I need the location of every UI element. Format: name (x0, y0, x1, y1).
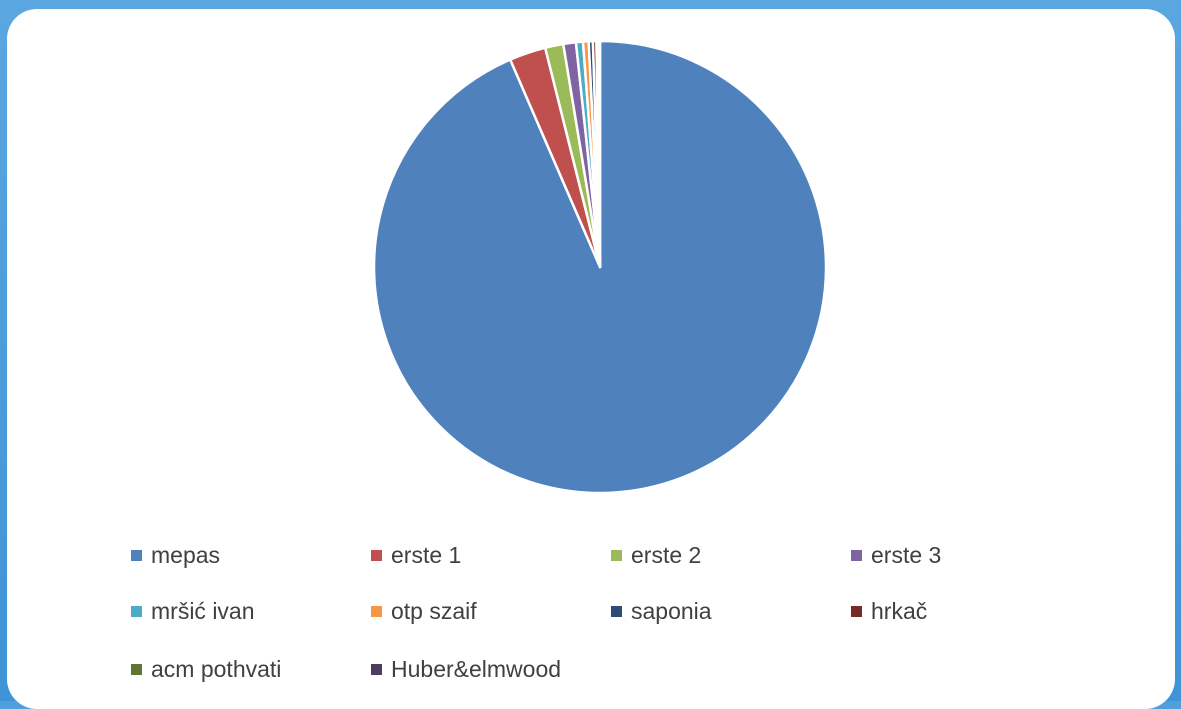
legend-swatch-icon (611, 605, 622, 617)
legend-swatch-icon (131, 549, 142, 561)
legend-item: mepas (131, 540, 220, 570)
legend-label: otp szaif (391, 598, 477, 624)
legend-item: acm pothvati (131, 654, 281, 684)
legend-item: erste 1 (371, 540, 461, 570)
legend-label: hrkač (871, 598, 928, 624)
legend-item: erste 3 (851, 540, 941, 570)
legend-label: Huber&elmwood (391, 656, 562, 682)
legend-item: otp szaif (371, 596, 477, 626)
legend-swatch-icon (851, 605, 862, 617)
legend-label: erste 3 (871, 542, 942, 568)
pie-slice-huber-elmwood (597, 39, 602, 269)
legend-item: erste 2 (611, 540, 701, 570)
legend-item: mršić ivan (131, 596, 255, 626)
legend-item: hrkač (851, 596, 927, 626)
legend-label: saponia (631, 598, 712, 624)
legend-swatch-icon (371, 663, 382, 675)
legend-swatch-icon (371, 605, 382, 617)
legend-item: saponia (611, 596, 712, 626)
legend-label: mršić ivan (151, 598, 255, 624)
legend-label: erste 2 (631, 542, 702, 568)
legend-swatch-icon (611, 549, 622, 561)
legend-label: mepas (151, 542, 221, 568)
legend-label: acm pothvati (151, 656, 282, 682)
legend-item: Huber&elmwood (371, 654, 561, 684)
legend-swatch-icon (371, 549, 382, 561)
legend-swatch-icon (131, 663, 142, 675)
legend-swatch-icon (131, 605, 142, 617)
legend-label: erste 1 (391, 542, 462, 568)
legend-swatch-icon (851, 549, 862, 561)
